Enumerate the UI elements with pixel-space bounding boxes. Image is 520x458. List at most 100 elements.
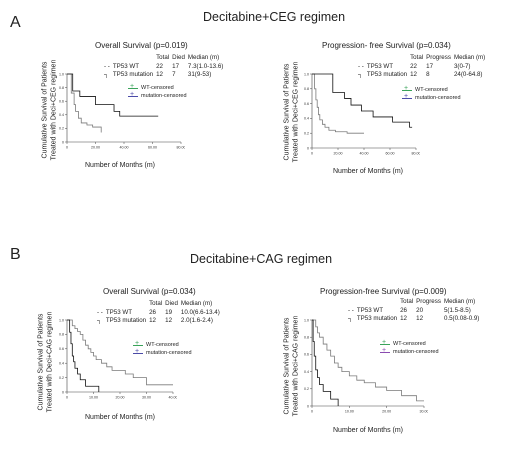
stats-cell: 12 xyxy=(416,315,424,322)
y-tick-label: 0.4 xyxy=(304,370,309,374)
x-tick-label: 30.00 xyxy=(420,410,429,414)
wt-censored-swatch xyxy=(402,85,412,92)
y-tick-label: 0.6 xyxy=(59,347,64,351)
km-curve-mutation xyxy=(67,73,159,117)
legend-label: WT-censored xyxy=(415,87,448,93)
y-tick-label: 0.6 xyxy=(304,102,309,106)
legend-label: mutation-censored xyxy=(393,349,439,355)
x-tick-label: 60.00 xyxy=(386,152,395,156)
chart-title-a-pfs: Progression- free Survival (p=0.034) xyxy=(322,41,451,50)
stats-table-a-os: Total Died Median (m) - - TP53 WT 22 17 7.3(1.… xyxy=(104,54,226,80)
x-tick-label: 30.00 xyxy=(142,396,151,400)
x-tick-label: 20.00 xyxy=(116,396,125,400)
stats-group-label: TP53 mutation xyxy=(112,71,154,78)
y-tick-label: 0.4 xyxy=(59,362,64,366)
x-tick-label: 10.00 xyxy=(89,396,98,400)
ylabel-b-os: Cumulative Survival of Patients Treated w… xyxy=(0,312,110,413)
y-tick-label: 0.2 xyxy=(59,376,64,380)
km-curve-mutation xyxy=(312,73,413,128)
y-tick-label: 0.4 xyxy=(59,113,64,117)
panel-letter-a: A xyxy=(10,14,21,31)
regimen-title-a: Decitabine+CEG regimen xyxy=(203,10,346,24)
ylabel-a-os: Cumulative Survival of Patients Treated w… xyxy=(0,60,114,161)
ylabel-a-pfs: Cumulative Survival of Patients Treated w… xyxy=(226,62,356,163)
ylabel-b-pfs: Cumulative Survival of Patients Treated w… xyxy=(226,316,356,417)
stats-group-label: TP53 WT xyxy=(356,306,383,314)
x-tick-label: 40.00 xyxy=(360,152,369,156)
km-plot-a-os: 0 0.2 0.4 0.6 0.8 1.0 0 20.00 40.00 60.00 80.00 xyxy=(59,72,186,150)
km-curve-wt xyxy=(312,73,364,134)
y-tick-label: 0.2 xyxy=(304,387,309,391)
chart-title-a-os: Overall Survival (p=0.019) xyxy=(95,41,188,50)
stats-cell: 0.5(0.08-0.9) xyxy=(443,315,480,322)
stats-cell: 20 xyxy=(416,306,424,314)
stats-header: Total xyxy=(156,54,170,61)
stats-cell: 3(0-7) xyxy=(453,62,471,70)
stats-header: Median (m) xyxy=(187,54,220,61)
ylabel-line: Treated with Deci+CAG regimen xyxy=(291,315,299,417)
stats-group-label: TP53 WT xyxy=(112,62,139,70)
ylabel-line: Treated with Deci+CEG regimen xyxy=(49,59,57,161)
stats-header: Progress xyxy=(426,54,451,61)
x-tick-label: 20.00 xyxy=(91,146,100,150)
stats-header: Total xyxy=(410,54,424,61)
stats-cell: 7 xyxy=(172,71,176,78)
x-tick-label: 20.00 xyxy=(382,410,391,414)
stats-cell: 26 xyxy=(149,308,156,316)
stats-header: Total xyxy=(400,298,414,305)
stats-cell: 17 xyxy=(426,62,434,70)
stats-header: Median (m) xyxy=(180,300,213,307)
xlabel-a-pfs: Number of Months (m) xyxy=(333,168,404,175)
y-tick-label: 0.8 xyxy=(304,336,309,340)
stats-header: Died xyxy=(165,300,178,307)
stats-cell: 19 xyxy=(165,308,173,316)
mutation-censored-swatch xyxy=(128,91,138,98)
stats-cell: 12 xyxy=(149,317,156,324)
km-curve-wt xyxy=(67,319,173,386)
stats-table-b-pfs: Total Progress Median (m) - - TP53 WT 26 20 5(… xyxy=(348,298,482,324)
stats-cell: 26 xyxy=(400,306,407,314)
y-tick-label: 0.4 xyxy=(304,117,309,121)
x-tick-label: 80.00 xyxy=(177,146,186,150)
y-tick-label: 0.2 xyxy=(59,127,64,131)
stats-table-a-pfs: Total Progress Median (m) - - TP53 WT 22 17 3(… xyxy=(358,54,488,80)
stats-group-label: TP53 mutation xyxy=(105,317,147,324)
y-tick-label: 0.6 xyxy=(304,353,309,357)
ylabel-line: Cumulative Survival of Patients xyxy=(36,313,44,411)
xlabel-a-os: Number of Months (m) xyxy=(85,162,156,169)
legend-label: mutation-censored xyxy=(146,350,192,356)
legend-a-pfs: WT-censored mutation-censored xyxy=(402,85,461,102)
ylabel-line: Treated with Deci+CEG regimen xyxy=(291,61,299,163)
y-tick-label: 0.2 xyxy=(304,132,309,136)
legend-label: mutation-censored xyxy=(141,93,187,99)
stats-table-b-os: Total Died Median (m) - - TP53 WT 26 19 10.0(6… xyxy=(97,300,223,326)
panel-letter-b: B xyxy=(10,246,21,263)
x-tick-label: 10.00 xyxy=(345,410,354,414)
x-tick-label: 60.00 xyxy=(148,146,157,150)
x-tick-label: 40.00 xyxy=(169,396,178,400)
x-tick-label: 0 xyxy=(311,410,313,414)
km-plot-b-os: 0 0.2 0.4 0.6 0.8 1.0 0 10.00 20.00 30.00 40.00 xyxy=(59,318,178,400)
legend-label: WT-censored xyxy=(141,85,174,91)
y-tick-label: 1.0 xyxy=(59,72,64,76)
y-tick-label: 0 xyxy=(307,146,309,150)
chart-title-b-os: Overall Survival (p=0.034) xyxy=(103,287,196,296)
y-tick-label: 1.0 xyxy=(59,318,64,322)
mutation-censored-swatch xyxy=(133,348,143,355)
y-tick-label: 0 xyxy=(307,404,309,408)
stats-cell: 31(9-53) xyxy=(187,71,212,78)
legend-b-pfs: WT-censored mutation-censored xyxy=(380,339,439,356)
km-plot-b-pfs: 0 0.2 0.4 0.6 0.8 1.0 0 10.00 20.00 30.00 xyxy=(304,318,429,414)
stats-group-label: TP53 WT xyxy=(105,308,132,316)
stats-cell: 12 xyxy=(165,317,173,324)
stats-header: Total xyxy=(149,300,163,307)
wt-censored-swatch xyxy=(133,340,143,347)
km-curve-mutation xyxy=(312,319,339,406)
chart-title-b-pfs: Progression-free Survival (p=0.009) xyxy=(320,287,447,296)
x-tick-label: 0 xyxy=(66,146,68,150)
x-tick-label: 20.00 xyxy=(334,152,343,156)
stats-cell: 22 xyxy=(156,62,163,70)
stats-header: Progress xyxy=(416,298,441,305)
legend-label: mutation-censored xyxy=(415,95,461,101)
stats-header: Median (m) xyxy=(443,298,476,305)
